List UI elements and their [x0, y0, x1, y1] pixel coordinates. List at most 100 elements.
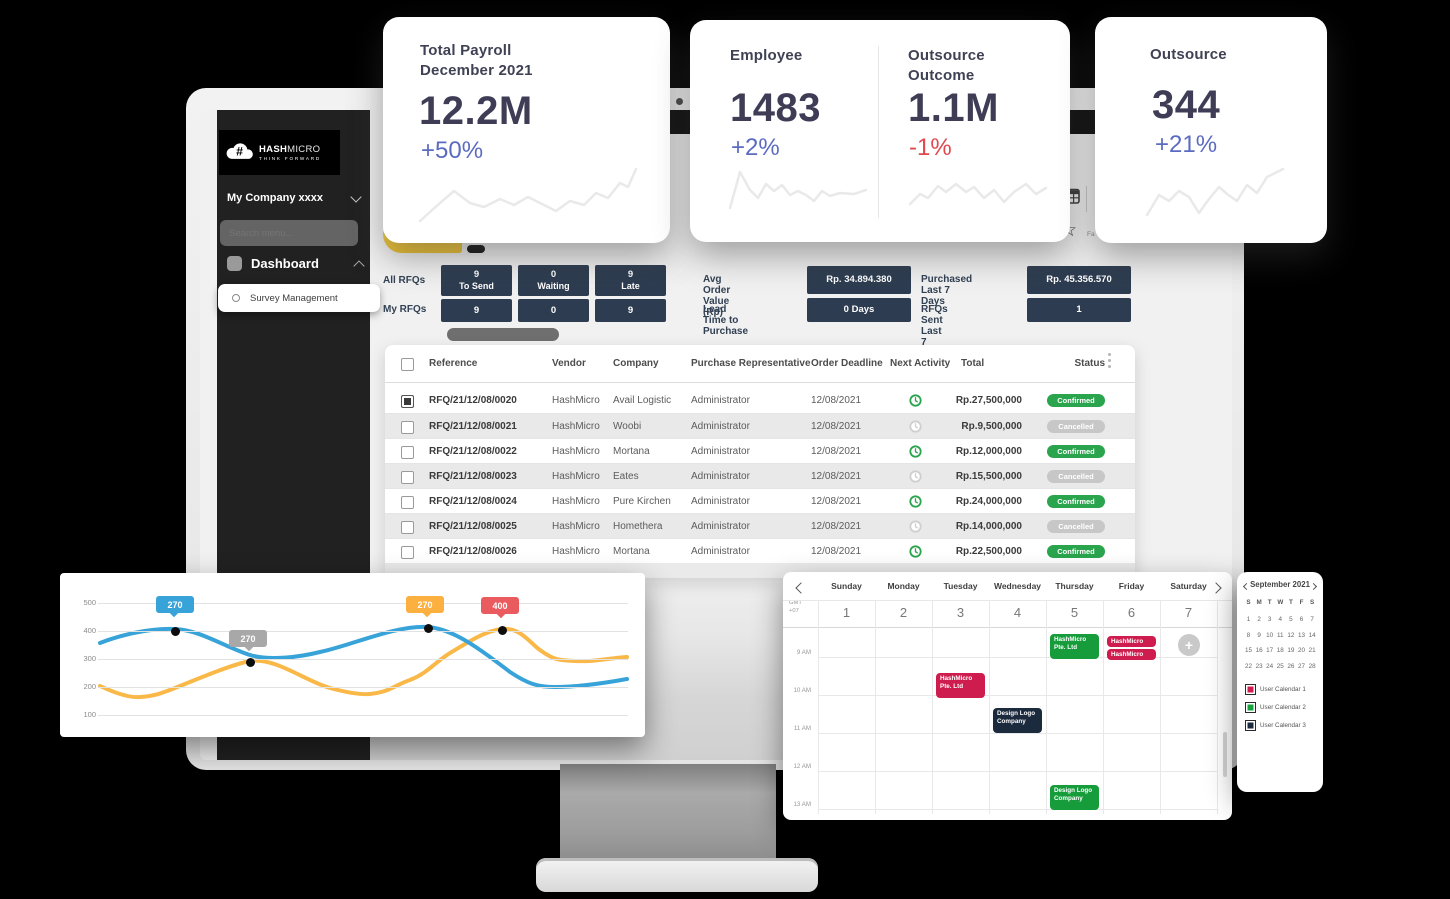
row-checkbox[interactable]	[401, 496, 414, 509]
sidebar-item-survey-management[interactable]: Survey Management	[218, 284, 380, 312]
activity-clock-icon[interactable]	[909, 545, 922, 558]
table-column-header[interactable]: Total	[961, 358, 985, 369]
select-all-checkbox[interactable]	[401, 358, 414, 371]
rfq-count-box[interactable]: 0 Waiting	[518, 265, 589, 296]
mini-date[interactable]: 4	[1278, 616, 1283, 623]
calendar-event[interactable]: HashMicro Pte. Ltd	[1050, 634, 1099, 659]
calendar-day-header[interactable]: Wednesday	[993, 581, 1042, 591]
table-row[interactable]: RFQ/21/12/08/0024 HashMicro Pure Kirchen Ad…	[385, 488, 1135, 513]
table-column-header[interactable]: Purchase Representative	[691, 358, 811, 369]
metric-value-box[interactable]: 1	[1027, 298, 1131, 322]
calendar-date-number[interactable]: 4	[1013, 605, 1022, 620]
calendar-day-header[interactable]: Monday	[887, 581, 920, 591]
mini-date[interactable]: 13	[1297, 631, 1305, 639]
row-checkbox[interactable]	[401, 521, 414, 534]
table-column-header[interactable]: Status	[1074, 358, 1105, 369]
calendar-date-number[interactable]: 5	[1070, 605, 1079, 620]
activity-clock-icon[interactable]	[909, 394, 922, 407]
table-row[interactable]: RFQ/21/12/08/0026 HashMicro Mortana Adminis…	[385, 538, 1135, 563]
mini-date[interactable]: 6	[1299, 616, 1304, 623]
calendar-event[interactable]: Design Logo Company	[1050, 785, 1099, 810]
metric-value-box[interactable]: 0 Days	[807, 298, 911, 322]
table-menu-icon[interactable]	[1108, 353, 1111, 368]
data-point-dot[interactable]	[170, 626, 180, 636]
metric-value-box[interactable]: Rp. 45.356.570	[1027, 266, 1131, 294]
table-row[interactable]: RFQ/21/12/08/0023 HashMicro Eates Administr…	[385, 463, 1135, 488]
data-point-dot[interactable]	[245, 657, 255, 667]
mini-date[interactable]: 7	[1310, 616, 1314, 623]
calendar-event[interactable]: HashMicro Pte. Ltd	[936, 673, 985, 698]
mini-date[interactable]: 28	[1308, 662, 1316, 670]
mini-date[interactable]: 20	[1297, 647, 1305, 654]
row-checkbox[interactable]	[401, 471, 414, 484]
mini-date[interactable]: 12	[1287, 631, 1295, 639]
table-column-header[interactable]: Company	[613, 358, 659, 369]
mini-date[interactable]: 24	[1266, 662, 1274, 670]
mini-date[interactable]: 14	[1308, 631, 1316, 639]
activity-clock-icon[interactable]	[909, 495, 922, 508]
mini-date[interactable]: 25	[1276, 662, 1284, 670]
mini-date[interactable]: 18	[1276, 647, 1284, 654]
mini-date[interactable]: 16	[1255, 647, 1263, 654]
my-rfq-count-box[interactable]: 9	[441, 299, 512, 322]
data-point-dot[interactable]	[423, 623, 433, 633]
calendar-event[interactable]: Design Logo Company	[993, 708, 1042, 733]
calendar-date-number[interactable]: 2	[899, 605, 908, 620]
calendar-date-number[interactable]: 3	[956, 605, 965, 620]
calendar-date-number[interactable]: 7	[1184, 605, 1193, 620]
add-event-button[interactable]: +	[1178, 634, 1200, 656]
rfq-count-box[interactable]: 9 To Send	[441, 265, 512, 296]
calendar-scrollbar[interactable]	[1223, 732, 1227, 777]
mini-date[interactable]: 9	[1257, 631, 1261, 639]
user-calendar-swatch[interactable]	[1245, 720, 1256, 731]
mini-date[interactable]: 27	[1297, 662, 1305, 670]
calendar-day-header[interactable]: Friday	[1118, 581, 1145, 591]
mini-date[interactable]: 15	[1244, 647, 1252, 654]
table-column-header[interactable]: Vendor	[552, 358, 586, 369]
table-row[interactable]: RFQ/21/12/08/0021 HashMicro Woobi Administr…	[385, 413, 1135, 438]
mini-date[interactable]: 17	[1266, 647, 1274, 654]
user-calendar-swatch[interactable]	[1245, 702, 1256, 713]
company-selector[interactable]: My Company xxxx	[227, 190, 362, 204]
mini-date[interactable]: 3	[1267, 616, 1272, 623]
calendar-date-number[interactable]: 6	[1127, 605, 1136, 620]
calendar-event[interactable]: HashMicro	[1107, 636, 1156, 647]
table-row[interactable]: RFQ/21/12/08/0025 HashMicro Homethera Admin…	[385, 513, 1135, 538]
my-rfq-count-box[interactable]: 0	[518, 299, 589, 322]
mini-date[interactable]: 2	[1257, 616, 1261, 623]
activity-clock-icon[interactable]	[909, 520, 922, 533]
activity-clock-icon[interactable]	[909, 445, 922, 458]
activity-clock-icon[interactable]	[909, 420, 922, 433]
table-column-header[interactable]: Reference	[429, 358, 478, 369]
calendar-date-number[interactable]: 1	[842, 605, 851, 620]
mini-date[interactable]: 11	[1277, 631, 1284, 639]
mini-date[interactable]: 22	[1244, 662, 1252, 670]
calendar-prev-icon[interactable]	[795, 582, 807, 594]
calendar-day-header[interactable]: Tuesday	[943, 581, 978, 591]
data-point-dot[interactable]	[497, 625, 507, 635]
mini-date[interactable]: 19	[1287, 647, 1295, 654]
user-calendar-swatch[interactable]	[1245, 684, 1256, 695]
mini-date[interactable]: 5	[1289, 616, 1293, 623]
table-column-header[interactable]: Order Deadline	[811, 358, 883, 369]
mini-date[interactable]: 23	[1255, 662, 1263, 670]
rfq-count-box[interactable]: 9 Late	[595, 265, 666, 296]
table-row[interactable]: RFQ/21/12/08/0022 HashMicro Mortana Adminis…	[385, 438, 1135, 463]
calendar-day-header[interactable]: Sunday	[831, 581, 862, 591]
search-input[interactable]	[220, 220, 358, 246]
table-column-header[interactable]: Next Activity	[890, 358, 951, 369]
activity-clock-icon[interactable]	[909, 470, 922, 483]
my-rfq-count-box[interactable]: 9	[595, 299, 666, 322]
sidebar-item-dashboard[interactable]: Dashboard	[227, 256, 365, 272]
mini-date[interactable]: 21	[1308, 647, 1316, 654]
row-checkbox[interactable]	[401, 421, 414, 434]
calendar-event[interactable]: HashMicro	[1107, 649, 1156, 660]
metric-value-box[interactable]: Rp. 34.894.380	[807, 266, 911, 294]
table-row[interactable]: RFQ/21/12/08/0020 HashMicro Avail Logistic…	[385, 388, 1135, 413]
row-checkbox[interactable]	[401, 446, 414, 459]
mini-date[interactable]: 8	[1246, 631, 1251, 639]
mini-date[interactable]: 1	[1246, 616, 1251, 623]
calendar-day-header[interactable]: Saturday	[1170, 581, 1207, 591]
row-checkbox[interactable]	[401, 395, 414, 408]
row-checkbox[interactable]	[401, 546, 414, 559]
